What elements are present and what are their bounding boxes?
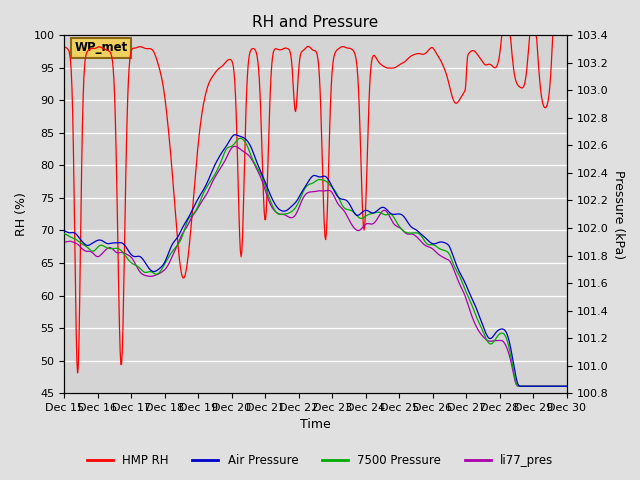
Y-axis label: Pressure (kPa): Pressure (kPa) [612,169,625,259]
Legend: HMP RH, Air Pressure, 7500 Pressure, li77_pres: HMP RH, Air Pressure, 7500 Pressure, li7… [82,449,558,472]
Y-axis label: RH (%): RH (%) [15,192,28,236]
Text: WP_met: WP_met [74,41,127,54]
X-axis label: Time: Time [300,419,331,432]
Title: RH and Pressure: RH and Pressure [252,15,379,30]
